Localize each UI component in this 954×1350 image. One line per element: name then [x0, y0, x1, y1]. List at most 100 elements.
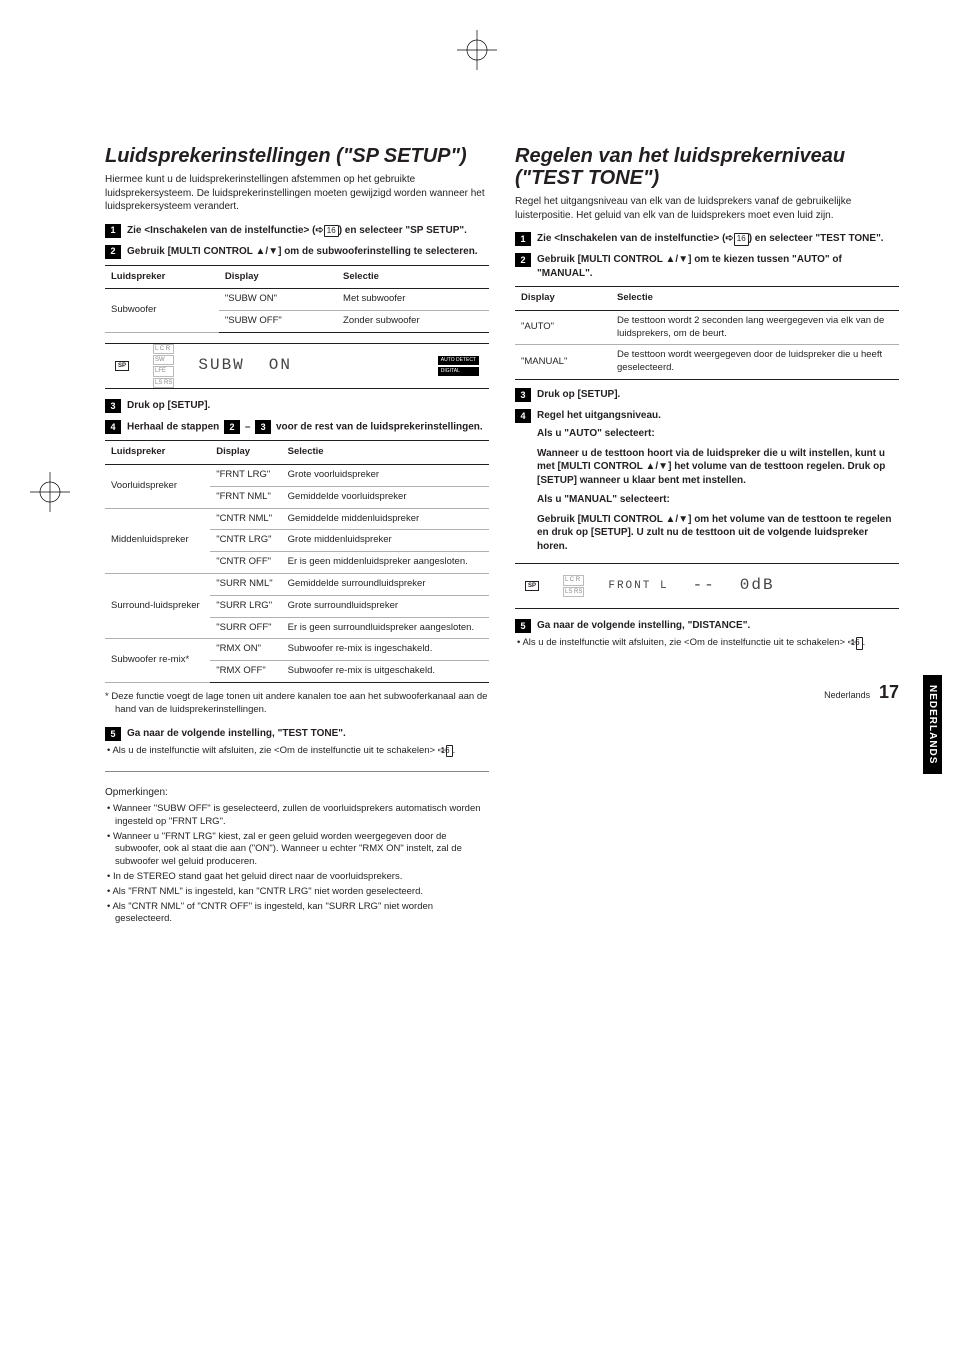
cell-display: "AUTO" — [515, 310, 611, 345]
cell-speaker: Subwoofer re-mix* — [105, 639, 210, 683]
cell-select: Zonder subwoofer — [337, 311, 489, 333]
step-text: Ga naar de volgende instelling, "TEST TO… — [127, 727, 346, 741]
step-number: 1 — [515, 232, 531, 246]
page-ref: 16 — [856, 637, 863, 650]
language-tab: NEDERLANDS — [923, 675, 943, 774]
th-display: Display — [219, 265, 337, 289]
t: ) en selecteer "TEST TONE". — [749, 233, 884, 244]
cell-select: Gemiddelde surroundluidspreker — [282, 573, 489, 595]
left-step-4: 4 Herhaal de stappen 2 – 3 voor de rest … — [105, 420, 489, 434]
cell-select: Grote voorluidspreker — [282, 464, 489, 486]
step-number: 2 — [105, 245, 121, 259]
step-text: Zie <Inschakelen van de instelfunctie> (… — [127, 224, 467, 238]
footer-page: 17 — [879, 682, 899, 702]
manual-body: Gebruik [MULTI CONTROL ▲/▼] om het volum… — [537, 513, 899, 554]
cell-speaker: Voorluidspreker — [105, 464, 210, 508]
step5-note-right: Als u de instelfunctie wilt afsluiten, z… — [515, 637, 899, 650]
t: – — [245, 422, 253, 433]
step-number: 2 — [515, 253, 531, 267]
cell-select: Er is geen middenluidspreker aangesloten… — [282, 552, 489, 574]
th-speaker: Luidspreker — [105, 265, 219, 289]
right-step-5: 5 Ga naar de volgende instelling, "DISTA… — [515, 619, 899, 633]
cell-display: "CNTR LRG" — [210, 530, 281, 552]
page-ref: 16 — [734, 233, 749, 246]
step-text: Gebruik [MULTI CONTROL ▲/▼] om de subwoo… — [127, 245, 478, 259]
auto-head: Als u "AUTO" selecteert: — [537, 427, 899, 441]
sp-setup-title: Luidsprekerinstellingen ("SP SETUP") — [105, 145, 489, 167]
test-tone-title: Regelen van het luidsprekerniveau ("TEST… — [515, 145, 899, 189]
th-display: Display — [210, 441, 281, 465]
subwoofer-table: Luidspreker Display Selectie Subwoofer "… — [105, 265, 489, 333]
right-step-4: 4 Regel het uitgangsniveau. — [515, 409, 899, 423]
cell-display: "MANUAL" — [515, 345, 611, 380]
note-item: Als "FRNT NML" is ingesteld, kan "CNTR L… — [105, 886, 489, 899]
display-sim-subw: SP L C RSWLFELS RS SUBW ON AUTO DETECT D… — [105, 343, 489, 389]
cell-display: "FRNT NML" — [210, 486, 281, 508]
display-indicators: L C RSWLFELS RS — [153, 344, 174, 387]
step-text: Ga naar de volgende instelling, "DISTANC… — [537, 619, 750, 633]
step-text-suffix: ) en selecteer "SP SETUP". — [339, 225, 467, 236]
step-text: Regel het uitgangsniveau. — [537, 409, 661, 423]
test-tone-table: Display Selectie "AUTO" De testtoon word… — [515, 286, 899, 380]
step-number: 5 — [105, 727, 121, 741]
display-badges: AUTO DETECT DIGITAL — [438, 356, 479, 376]
speaker-settings-table: Luidspreker Display Selectie Voorluidspr… — [105, 440, 489, 683]
display-main: FRONT L — [608, 579, 668, 594]
cell-select: Subwoofer re-mix is ingeschakeld. — [282, 639, 489, 661]
note: Als u de instelfunctie wilt afsluiten, z… — [105, 745, 489, 758]
right-column: Regelen van het luidsprekerniveau ("TEST… — [515, 145, 899, 928]
cell-speaker: Subwoofer — [105, 289, 219, 333]
cell-speaker: Middenluidspreker — [105, 508, 210, 573]
cell-display: "CNTR OFF" — [210, 552, 281, 574]
cell-display: "RMX ON" — [210, 639, 281, 661]
t: Als u de instelfunctie wilt afsluiten, z… — [522, 637, 855, 648]
right-step-3: 3 Druk op [SETUP]. — [515, 388, 899, 402]
note-item: Wanneer "SUBW OFF" is geselecteerd, zull… — [105, 803, 489, 829]
inline-step-ref: 3 — [255, 420, 271, 434]
step-text-prefix: Zie <Inschakelen van de instelfunctie> (… — [127, 225, 324, 236]
left-step-3: 3 Druk op [SETUP]. — [105, 399, 489, 413]
step-text: Gebruik [MULTI CONTROL ▲/▼] om te kiezen… — [537, 253, 899, 280]
cell-display: "SUBW ON" — [219, 289, 337, 311]
badge: DIGITAL — [438, 367, 479, 376]
t: Zie <Inschakelen van de instelfunctie> (… — [537, 233, 734, 244]
display-main: SUBW — [198, 355, 244, 377]
note-item: Wanneer u "FRNT LRG" kiest, zal er geen … — [105, 831, 489, 869]
note-item: Als "CNTR NML" of "CNTR OFF" is ingestel… — [105, 901, 489, 927]
test-tone-intro: Regel het uitgangsniveau van elk van de … — [515, 195, 899, 222]
manual-head: Als u "MANUAL" selecteert: — [537, 493, 899, 507]
step5-note: Als u de instelfunctie wilt afsluiten, z… — [105, 745, 489, 758]
cell-display: "CNTR NML" — [210, 508, 281, 530]
step-text: Druk op [SETUP]. — [127, 399, 210, 413]
cell-select: De testtoon wordt 2 seconden lang weerge… — [611, 310, 899, 345]
auto-body: Wanneer u de testtoon hoort via de luids… — [537, 447, 899, 488]
th-display: Display — [515, 287, 611, 311]
th-select: Selectie — [611, 287, 899, 311]
t: . — [453, 745, 456, 756]
step-number: 4 — [105, 420, 121, 434]
sp-setup-intro: Hiermee kunt u de luidsprekerinstellinge… — [105, 173, 489, 214]
left-step-5: 5 Ga naar de volgende instelling, "TEST … — [105, 727, 489, 741]
cell-select: Grote surroundluidspreker — [282, 595, 489, 617]
left-step-2: 2 Gebruik [MULTI CONTROL ▲/▼] om de subw… — [105, 245, 489, 259]
display-sim-testtone: SP L C RLS RS FRONT L -- 0dB — [515, 563, 899, 609]
left-column: Luidsprekerinstellingen ("SP SETUP") Hie… — [105, 145, 489, 928]
cell-select: Grote middenluidspreker — [282, 530, 489, 552]
cell-display: "SUBW OFF" — [219, 311, 337, 333]
inline-step-ref: 2 — [224, 420, 240, 434]
note: Als u de instelfunctie wilt afsluiten, z… — [515, 637, 899, 650]
th-speaker: Luidspreker — [105, 441, 210, 465]
step-number: 1 — [105, 224, 121, 238]
cell-display: "RMX OFF" — [210, 661, 281, 683]
display-label: SP — [525, 581, 539, 591]
footer-lang: Nederlands — [824, 690, 870, 700]
step-number: 3 — [515, 388, 531, 402]
t: Als u de instelfunctie wilt afsluiten, z… — [112, 745, 445, 756]
page-ref: 16 — [324, 225, 339, 238]
th-select: Selectie — [282, 441, 489, 465]
remix-footnote: * Deze functie voegt de lage tonen uit a… — [105, 691, 489, 717]
cell-display: "SURR NML" — [210, 573, 281, 595]
t: Herhaal de stappen — [127, 422, 222, 433]
divider — [105, 771, 489, 772]
th-select: Selectie — [337, 265, 489, 289]
